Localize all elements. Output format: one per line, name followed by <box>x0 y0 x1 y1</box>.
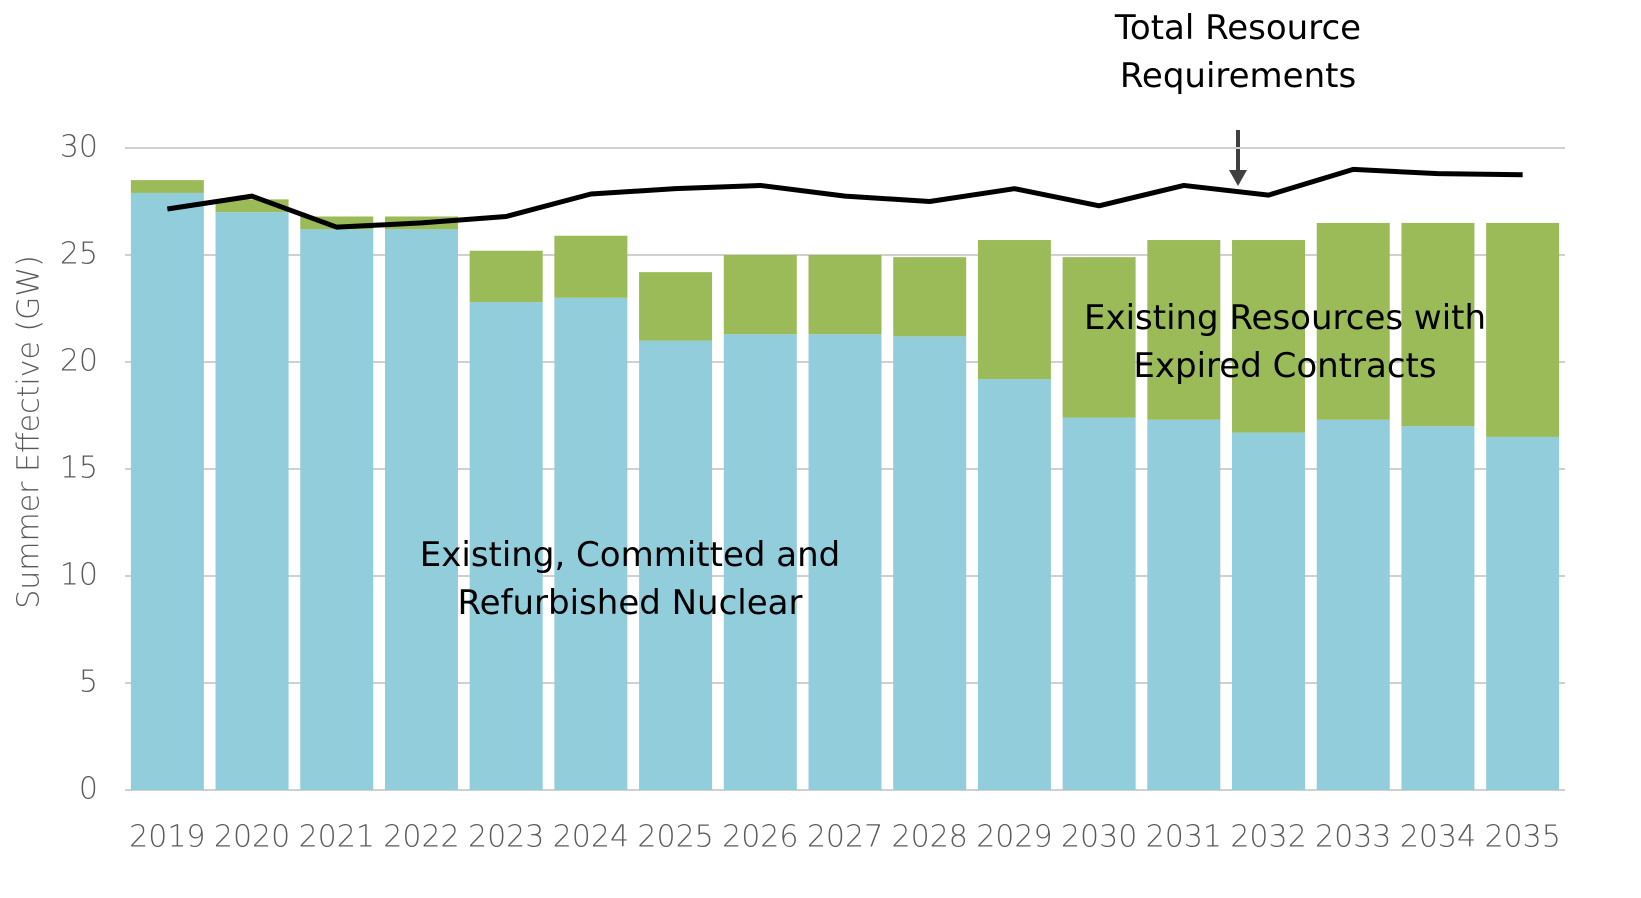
bar-segment <box>130 180 204 193</box>
bar-segment <box>1486 222 1560 437</box>
bar-segment <box>808 334 882 790</box>
y-tick-label: 30 <box>60 130 98 165</box>
x-tick-label: 2035 <box>1484 820 1560 855</box>
bar-segment <box>300 229 374 790</box>
bar-segment <box>1401 426 1475 790</box>
x-tick-label: 2029 <box>976 820 1052 855</box>
x-tick-label: 2020 <box>214 820 290 855</box>
annotation-arrowhead <box>1229 170 1247 186</box>
x-tick-label: 2034 <box>1400 820 1476 855</box>
x-tick-label: 2026 <box>722 820 798 855</box>
x-tick-label: 2031 <box>1146 820 1222 855</box>
x-tick-label: 2023 <box>468 820 544 855</box>
x-tick-label: 2028 <box>892 820 968 855</box>
bar-segment <box>977 379 1051 790</box>
x-tick-label: 2025 <box>637 820 713 855</box>
x-tick-label: 2033 <box>1315 820 1391 855</box>
annotation: Existing Resources with Expired Contract… <box>1083 298 1487 386</box>
bar-segment <box>1486 436 1560 790</box>
x-tick-label: 2030 <box>1061 820 1137 855</box>
bar-segment <box>639 272 713 341</box>
bars <box>130 180 1560 790</box>
bar-segment <box>215 212 289 790</box>
bar-segment <box>1062 417 1136 790</box>
bar-segment <box>1147 419 1221 790</box>
bar-segment <box>130 192 204 790</box>
bar-segment <box>893 257 967 337</box>
x-tick-label: 2027 <box>807 820 883 855</box>
y-axis-title: Summer Effective (GW) <box>12 255 47 609</box>
bar-segment <box>1316 222 1390 420</box>
y-tick-label: 5 <box>79 665 98 700</box>
line <box>166 166 1523 230</box>
bar-segment <box>1232 240 1306 433</box>
bar-segment <box>723 255 797 335</box>
bar-segment <box>893 336 967 790</box>
bar-segment <box>1316 419 1390 790</box>
bar-segment <box>1401 222 1475 427</box>
y-tick-label: 25 <box>60 237 98 272</box>
y-tick-label: 0 <box>79 772 98 807</box>
y-tick-label: 20 <box>60 344 98 379</box>
bar-segment <box>1147 240 1221 420</box>
x-tick-label: 2022 <box>383 820 459 855</box>
bar-segment <box>384 229 458 790</box>
bar-segment <box>469 302 543 790</box>
bar-segment <box>639 340 713 790</box>
bar-segment <box>554 297 628 790</box>
bar-segment <box>1232 432 1306 790</box>
bar-segment <box>723 334 797 790</box>
y-tick-label: 10 <box>60 558 98 593</box>
bar-segment <box>808 255 882 335</box>
annotation: Existing, Committed and Refurbished Nucl… <box>419 535 841 623</box>
bar-segment <box>977 240 1051 380</box>
x-tick-label: 2021 <box>299 820 375 855</box>
bar-segment <box>554 235 628 298</box>
x-tick-label: 2024 <box>553 820 629 855</box>
x-tick-label: 2019 <box>129 820 205 855</box>
bar-segment <box>1062 257 1136 418</box>
y-tick-label: 15 <box>60 451 98 486</box>
annotation: Total Resource Requirements <box>1114 8 1362 96</box>
x-tick-label: 2032 <box>1230 820 1306 855</box>
bar-segment <box>469 250 543 303</box>
